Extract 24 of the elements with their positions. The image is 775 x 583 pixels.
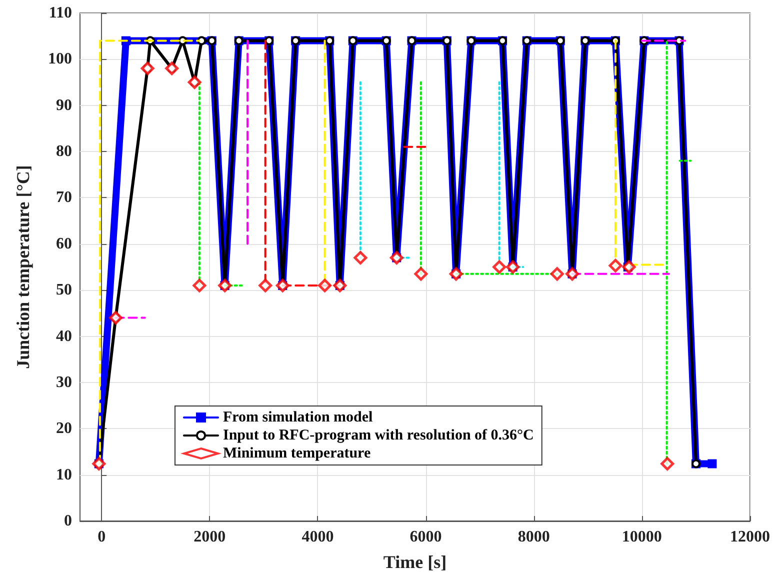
y-tick-label: 70 xyxy=(56,189,72,206)
legend-label: From simulation model xyxy=(223,410,373,426)
y-axis-title: Junction temperature [°C] xyxy=(13,165,33,369)
y-tick-label: 50 xyxy=(56,282,72,299)
y-tick-label: 110 xyxy=(48,4,72,22)
x-tick-label: 2000 xyxy=(194,528,226,546)
x-axis-title: Time [s] xyxy=(383,552,447,572)
y-tick-label: 80 xyxy=(56,143,72,160)
x-tick-label: 10000 xyxy=(622,528,662,546)
y-tick-label: 100 xyxy=(48,50,72,68)
y-tick-label: 60 xyxy=(56,235,72,252)
y-tick-label: 20 xyxy=(56,420,72,438)
x-tick-label: 8000 xyxy=(518,528,550,546)
x-tick-label: 4000 xyxy=(302,528,334,546)
y-tick-label: 0 xyxy=(64,512,72,530)
legend-label: Minimum temperature xyxy=(223,446,371,462)
x-tick-label: 6000 xyxy=(410,528,442,546)
y-tick-label: 30 xyxy=(56,374,72,391)
y-tick-label: 10 xyxy=(56,466,72,484)
legend-label: Input to RFC-program with resolution of 0.36°C xyxy=(223,428,534,444)
x-tick-label: 12000 xyxy=(730,528,770,546)
y-tick-label: 40 xyxy=(56,328,72,345)
y-tick-label: 90 xyxy=(56,96,72,114)
x-tick-label: 0 xyxy=(98,528,106,546)
